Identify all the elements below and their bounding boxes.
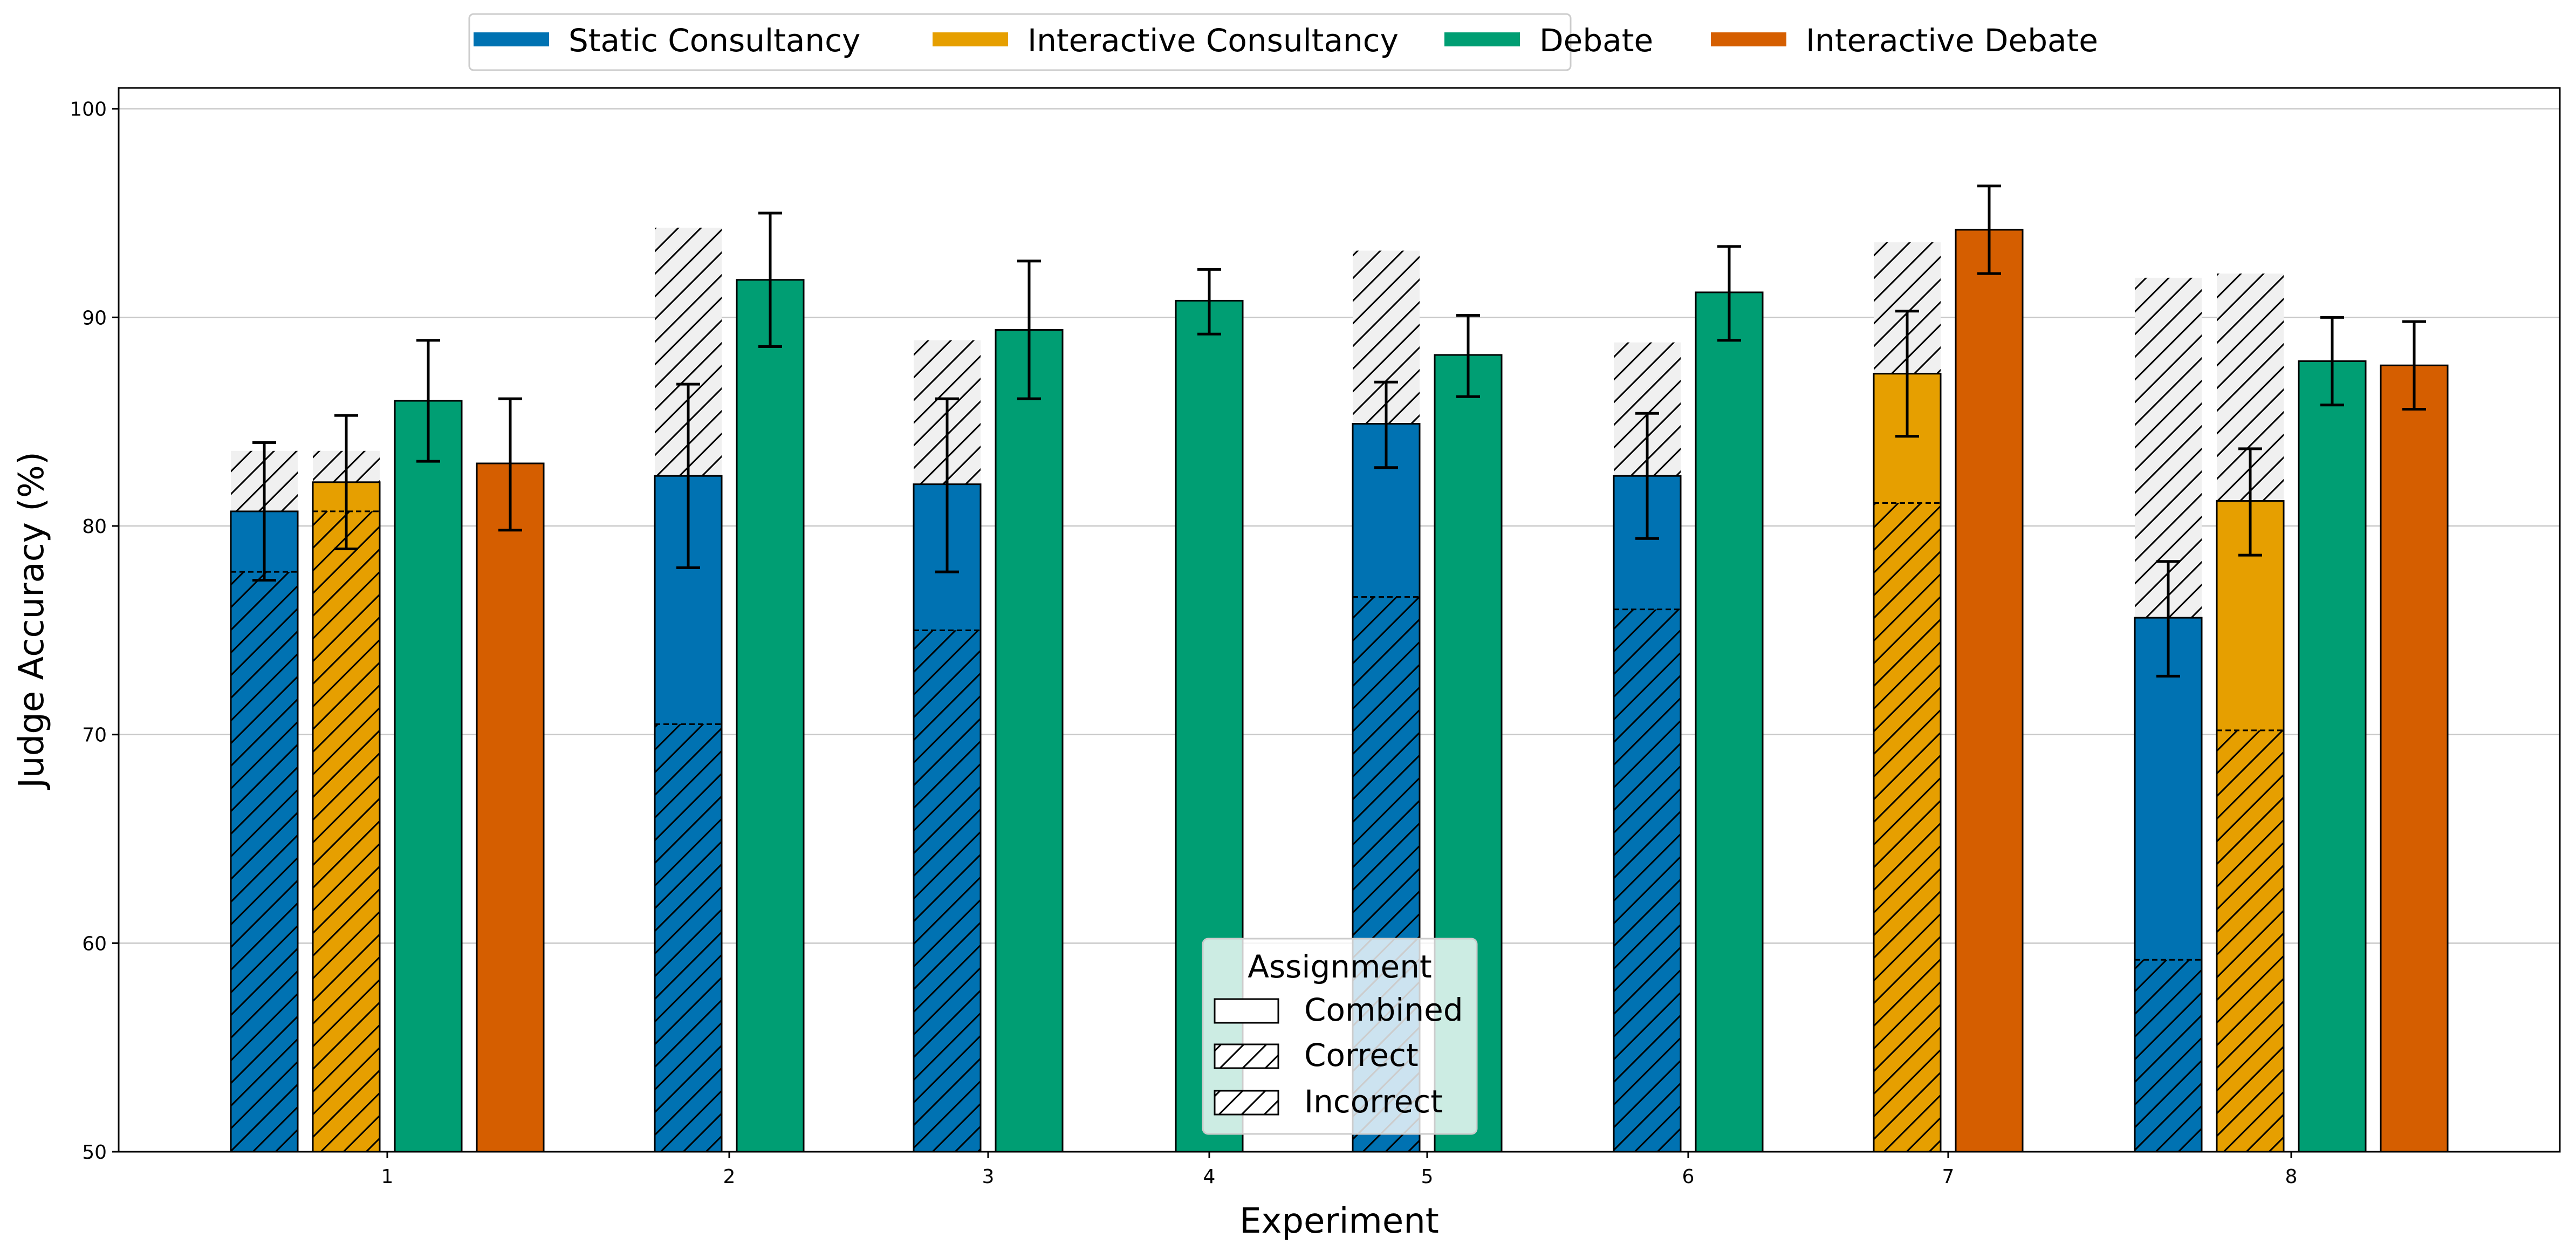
assignment-label-combined: Combined (1304, 992, 1463, 1028)
errorbar-exp6-debate (1717, 245, 1741, 342)
bar-group-exp3-static-consultancy (913, 340, 982, 1153)
bar-group-exp7-interactive-debate (1955, 229, 2024, 1153)
y-tick-label-70: 70 (82, 724, 107, 747)
y-tick-label-100: 100 (70, 99, 107, 121)
legend-swatch-interactive-debate (1711, 32, 1786, 46)
y-tick-label-90: 90 (82, 307, 107, 329)
errorbar-exp7-interactive-consultancy (1895, 310, 1919, 438)
bar-combined-exp1-debate (394, 400, 463, 1153)
assignment-swatch-hatch-correct (1215, 1044, 1278, 1068)
legend-label-debate: Debate (1539, 22, 1653, 59)
legend-swatch-interactive-consultancy (933, 32, 1008, 46)
y-axis-ticks: 50 60 70 80 90 100 (70, 99, 119, 1164)
bar-combined-exp7-interactive-debate (1955, 229, 2024, 1153)
errorbar-exp2-debate (758, 211, 782, 348)
bar-group-exp8-interactive-debate (2380, 364, 2449, 1153)
x-axis-label: Experiment (1239, 1201, 1439, 1241)
bar-group-exp3-debate (995, 329, 1064, 1153)
legend-label-interactive-debate: Interactive Debate (1806, 22, 2098, 59)
bar-correct-hatch-exp1-interactive-consultancy (313, 511, 380, 1152)
errorbar-exp3-debate (1017, 259, 1041, 400)
bar-group-exp1-debate (394, 400, 463, 1153)
bar-group-exp1-interactive-consultancy (312, 450, 381, 1153)
bar-combined-exp3-debate (995, 329, 1064, 1153)
series-legend: Static Consultancy Interactive Consultanc… (468, 13, 2098, 71)
bar-group-exp8-static-consultancy (2134, 277, 2203, 1153)
plot-area: 50 60 70 80 90 100 1 2 3 4 5 6 7 8 (70, 87, 2561, 1188)
assignment-legend: Assignment Combined Correct Incorrect (1202, 938, 1478, 1135)
errorbar-exp6-static-consultancy (1635, 412, 1659, 540)
errorbar-exp1-debate (416, 339, 440, 463)
errorbar-exp3-static-consultancy (935, 397, 959, 573)
bar-group-exp1-interactive-debate (476, 462, 545, 1153)
bar-group-exp6-static-consultancy (1613, 342, 1682, 1153)
bar-correct-hatch-exp7-interactive-consultancy (1874, 503, 1941, 1152)
bar-combined-exp6-debate (1695, 291, 1764, 1153)
errorbar-exp1-static-consultancy (252, 441, 276, 582)
legend-label-static-consultancy: Static Consultancy (568, 22, 860, 59)
errorbar-exp5-static-consultancy (1374, 380, 1398, 469)
assignment-label-incorrect: Incorrect (1304, 1083, 1443, 1120)
bar-group-exp2-static-consultancy (654, 228, 723, 1153)
bar-group-exp6-debate (1695, 291, 1764, 1153)
x-tick-label-2: 2 (723, 1166, 736, 1188)
legend-swatch-static-consultancy (474, 32, 549, 46)
bar-correct-hatch-exp3-static-consultancy (914, 630, 981, 1152)
y-tick-label-60: 60 (82, 933, 107, 955)
bar-combined-exp2-debate (736, 279, 805, 1153)
errorbar-exp4-debate (1197, 268, 1221, 336)
errorbar-exp1-interactive-consultancy (334, 414, 358, 551)
errorbar-exp2-static-consultancy (676, 382, 700, 569)
y-tick-label-80: 80 (82, 516, 107, 538)
x-axis-ticks: 1 2 3 4 5 6 7 8 (381, 1152, 2298, 1188)
bar-combined-exp8-interactive-debate (2380, 364, 2449, 1153)
bars (230, 228, 2449, 1153)
bar-group-exp8-debate (2298, 360, 2367, 1153)
legend-label-interactive-consultancy: Interactive Consultancy (1027, 22, 1399, 59)
errorbar-exp8-debate (2320, 316, 2344, 407)
bar-correct-hatch-exp2-static-consultancy (655, 724, 722, 1152)
bar-group-exp7-interactive-consultancy (1873, 242, 1942, 1153)
errorbar-exp5-debate (1456, 313, 1480, 398)
errorbar-exp8-interactive-debate (2402, 320, 2426, 411)
assignment-swatch-hatch-incorrect (1215, 1091, 1278, 1115)
assignment-swatch-combined (1214, 998, 1279, 1024)
axes-frame (118, 87, 2561, 1153)
x-tick-label-3: 3 (982, 1166, 995, 1188)
x-tick-label-1: 1 (381, 1166, 394, 1188)
errorbar-exp1-interactive-debate (498, 397, 522, 532)
bar-group-exp2-debate (736, 279, 805, 1153)
legend-swatch-debate (1444, 32, 1520, 46)
series-legend-box (468, 13, 1572, 71)
bar-correct-hatch-exp1-static-consultancy (231, 572, 298, 1152)
bar-correct-hatch-exp6-static-consultancy (1614, 609, 1681, 1152)
bar-combined-exp8-debate (2298, 360, 2367, 1153)
error-bars (252, 184, 2426, 678)
errorbar-exp8-interactive-consultancy (2238, 447, 2262, 557)
assignment-label-correct: Correct (1304, 1037, 1419, 1074)
errorbar-exp7-interactive-debate (1977, 184, 2001, 275)
x-tick-label-4: 4 (1203, 1166, 1216, 1188)
x-tick-label-7: 7 (1942, 1166, 1955, 1188)
x-tick-label-5: 5 (1421, 1166, 1434, 1188)
x-tick-label-8: 8 (2285, 1166, 2298, 1188)
assignment-legend-box (1202, 938, 1478, 1135)
assignment-legend-title: Assignment (1248, 948, 1432, 985)
bar-combined-exp1-interactive-debate (476, 462, 545, 1153)
bar-correct-hatch-exp8-static-consultancy (2135, 960, 2202, 1152)
errorbar-exp8-static-consultancy (2156, 560, 2180, 678)
bar-group-exp8-interactive-consultancy (2216, 274, 2285, 1153)
y-axis-label: Judge Accuracy (%) (12, 452, 52, 790)
x-tick-label-6: 6 (1682, 1166, 1695, 1188)
bar-correct-hatch-exp8-interactive-consultancy (2217, 730, 2284, 1152)
y-tick-label-50: 50 (82, 1141, 107, 1164)
